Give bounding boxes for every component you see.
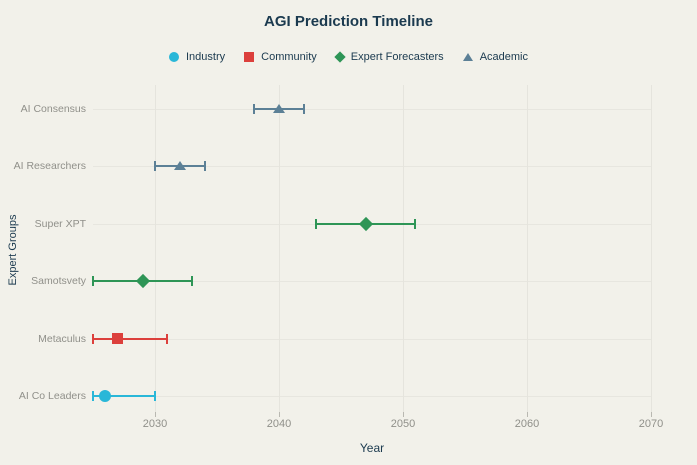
h-gridline-ai-researchers xyxy=(93,166,651,167)
x-tick-label-2070: 2070 xyxy=(638,418,664,430)
legend-label-expert-forecasters: Expert Forecasters xyxy=(350,51,444,63)
legend-label-academic: Academic xyxy=(479,51,528,63)
category-label-super-xpt: Super XPT xyxy=(34,217,86,230)
error-cap-high-metaculus xyxy=(166,333,169,344)
marker-super-xpt-diamond-icon xyxy=(358,216,373,231)
error-cap-low-samotsvety xyxy=(92,276,94,287)
x-tick-label-2040: 2040 xyxy=(266,418,292,430)
x-tick-label-2060: 2060 xyxy=(514,418,540,430)
diamond-legend-icon xyxy=(334,51,346,63)
marker-ai-co-leaders-circle-icon xyxy=(99,390,112,403)
v-gridline-2040 xyxy=(279,85,280,412)
error-cap-high-ai-consensus xyxy=(302,103,305,114)
legend-item-industry[interactable]: Industry xyxy=(169,51,225,63)
error-cap-high-super-xpt xyxy=(414,218,417,229)
error-cap-low-ai-co-leaders xyxy=(92,391,94,402)
x-axis-title: Year xyxy=(359,441,385,455)
error-cap-high-ai-co-leaders xyxy=(154,391,156,402)
square-legend-icon xyxy=(244,52,255,62)
circle-legend-icon xyxy=(169,52,179,62)
x-tick-label-2050: 2050 xyxy=(390,418,416,430)
error-cap-low-super-xpt xyxy=(315,218,318,229)
legend: Industry Community Expert Forecasters Acade… xyxy=(0,51,697,63)
marker-samotsvety-diamond-icon xyxy=(135,274,150,289)
x-tick-2070 xyxy=(651,412,652,417)
marker-metaculus-square-icon xyxy=(112,333,124,345)
h-gridline-ai-consensus xyxy=(93,109,651,110)
error-cap-low-ai-consensus xyxy=(253,103,256,114)
legend-label-community: Community xyxy=(261,51,317,63)
category-label-samotsvety: Samotsvety xyxy=(31,275,86,288)
x-tick-2040 xyxy=(279,412,280,417)
category-label-ai-consensus: AI Consensus xyxy=(20,102,86,115)
marker-ai-consensus-triangle-icon xyxy=(273,103,285,113)
v-gridline-2060 xyxy=(527,85,528,412)
error-cap-low-ai-researchers xyxy=(154,161,156,172)
x-tick-2030 xyxy=(155,412,156,417)
v-gridline-2070 xyxy=(651,85,652,412)
category-label-ai-researchers: AI Researchers xyxy=(13,160,86,173)
x-tick-2050 xyxy=(403,412,404,417)
error-cap-high-samotsvety xyxy=(191,276,194,287)
category-label-ai-co-leaders: AI Co Leaders xyxy=(18,390,86,403)
legend-item-expert-forecasters[interactable]: Expert Forecasters xyxy=(334,51,444,63)
legend-item-community[interactable]: Community xyxy=(244,51,317,63)
h-gridline-metaculus xyxy=(93,339,651,340)
legend-item-academic[interactable]: Academic xyxy=(462,51,528,63)
x-tick-label-2030: 2030 xyxy=(142,418,168,430)
error-bar-metaculus xyxy=(93,337,168,340)
error-cap-high-ai-researchers xyxy=(203,161,206,172)
chart-title: AGI Prediction Timeline xyxy=(264,13,433,30)
error-bar-ai-co-leaders xyxy=(93,395,155,398)
error-cap-low-metaculus xyxy=(92,333,94,344)
h-gridline-ai-co-leaders xyxy=(93,396,651,397)
category-label-metaculus: Metaculus xyxy=(38,332,86,345)
h-gridline-samotsvety xyxy=(93,281,651,282)
triangle-legend-icon xyxy=(462,53,473,61)
v-gridline-2030 xyxy=(155,85,156,412)
v-gridline-2050 xyxy=(403,85,404,412)
x-tick-2060 xyxy=(527,412,528,417)
marker-ai-researchers-triangle-icon xyxy=(173,161,186,171)
legend-label-industry: Industry xyxy=(186,51,226,63)
